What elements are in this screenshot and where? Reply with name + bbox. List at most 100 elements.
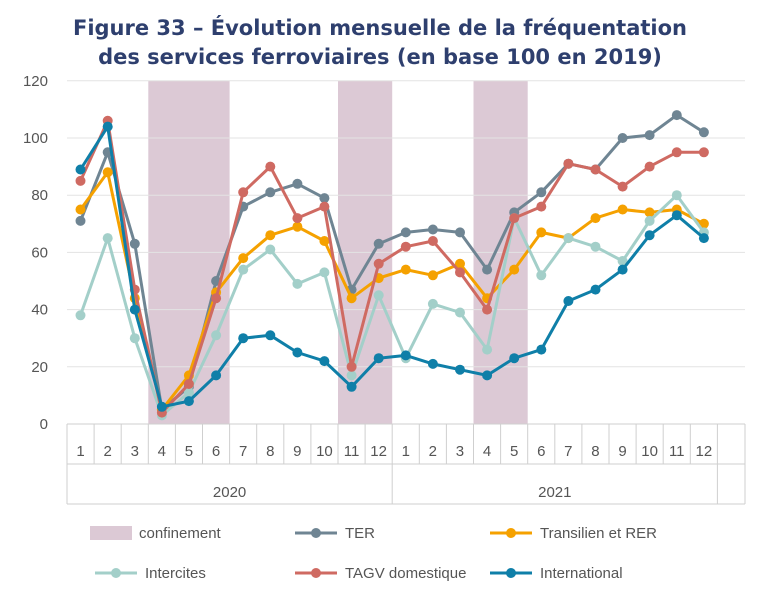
data-point-transilien-et-rer-18 <box>536 227 547 238</box>
data-point-tagv-domestique-11 <box>346 361 357 372</box>
legend-item-intercites: Intercites <box>95 565 206 582</box>
gridlines <box>67 80 745 368</box>
data-point-intercites-7 <box>238 264 249 275</box>
legend-item-confinement: confinement <box>90 525 222 542</box>
data-point-international-20 <box>590 284 601 295</box>
data-point-ter-23 <box>671 110 682 121</box>
x-tick-label-1: 1 <box>76 443 84 460</box>
data-point-international-4 <box>156 401 167 412</box>
data-point-transilien-et-rer-22 <box>644 207 655 218</box>
data-point-international-24 <box>698 233 709 244</box>
data-point-intercites-23 <box>671 190 682 201</box>
x-tick-label-16: 4 <box>483 443 491 460</box>
data-point-international-9 <box>292 347 303 358</box>
data-point-intercites-11 <box>346 370 357 381</box>
data-point-ter-18 <box>536 187 547 198</box>
data-point-tagv-domestique-15 <box>455 267 465 278</box>
x-tick-label-13: 1 <box>402 443 410 460</box>
data-point-international-2 <box>102 121 113 132</box>
data-point-intercites-15 <box>455 307 465 318</box>
x-tick-label-24: 12 <box>696 443 713 460</box>
y-tick-label-0: 0 <box>40 416 48 433</box>
data-point-international-15 <box>455 364 465 375</box>
data-point-ter-24 <box>698 127 709 138</box>
legend: confinement TER Transilien et RER Intercite… <box>90 525 657 582</box>
legend-label-transilien-et-rer: Transilien et RER <box>540 525 657 542</box>
data-point-tagv-domestique-23 <box>671 147 682 158</box>
data-point-transilien-et-rer-7 <box>238 253 249 264</box>
y-tick-label-40: 40 <box>31 302 48 319</box>
chart-title: Figure 33 – Évolution mensuelle de la fr… <box>40 14 720 72</box>
x-tick-label-23: 11 <box>669 443 685 460</box>
x-tick-label-2: 2 <box>103 443 111 460</box>
data-point-transilien-et-rer-14 <box>427 270 438 281</box>
data-point-international-1 <box>75 164 86 175</box>
data-point-transilien-et-rer-11 <box>346 293 357 304</box>
data-point-international-6 <box>211 370 222 381</box>
data-point-tagv-domestique-16 <box>482 304 493 315</box>
legend-item-transilien-et-rer: Transilien et RER <box>490 525 657 542</box>
data-point-transilien-et-rer-1 <box>75 204 86 215</box>
data-point-international-17 <box>509 353 520 364</box>
data-point-transilien-et-rer-17 <box>509 264 520 275</box>
data-point-intercites-19 <box>563 233 574 244</box>
series-line-tagv-domestique <box>79 119 706 415</box>
data-point-transilien-et-rer-13 <box>400 264 411 275</box>
data-point-intercites-6 <box>211 330 222 341</box>
legend-label-ter: TER <box>345 525 375 542</box>
legend-marker-ter <box>311 528 321 538</box>
data-point-ter-9 <box>292 178 303 189</box>
data-point-transilien-et-rer-8 <box>265 230 276 241</box>
data-point-ter-12 <box>373 238 384 249</box>
data-point-tagv-domestique-13 <box>400 241 411 252</box>
series-line-intercites <box>79 193 706 417</box>
x-tick-label-19: 7 <box>564 443 572 460</box>
data-point-intercites-1 <box>75 310 86 321</box>
data-point-ter-13 <box>400 227 411 238</box>
legend-marker-transilien-et-rer <box>506 528 516 538</box>
y-tick-label-120: 120 <box>23 73 48 90</box>
chart-title-line-1: Figure 33 – Évolution mensuelle de la fr… <box>72 16 688 40</box>
x-tick-label-20: 8 <box>591 443 599 460</box>
data-point-intercites-5 <box>183 387 194 398</box>
data-point-intercites-14 <box>427 298 438 309</box>
data-point-international-12 <box>373 353 384 364</box>
data-point-transilien-et-rer-2 <box>102 167 113 178</box>
data-point-tagv-domestique-7 <box>238 187 249 198</box>
series-group <box>75 110 709 421</box>
data-point-ter-16 <box>482 264 493 275</box>
x-tick-label-17: 5 <box>510 443 518 460</box>
data-point-international-22 <box>644 230 655 241</box>
data-point-tagv-domestique-22 <box>644 161 655 172</box>
x-tick-label-22: 10 <box>641 443 658 460</box>
data-point-international-3 <box>129 304 140 315</box>
data-point-tagv-domestique-17 <box>509 213 520 224</box>
x-tick-label-5: 5 <box>185 443 193 460</box>
x-tick-label-12: 12 <box>370 443 387 460</box>
legend-item-international: International <box>490 565 623 582</box>
x-tick-label-3: 3 <box>131 443 139 460</box>
y-tick-label-60: 60 <box>31 244 48 261</box>
data-point-tagv-domestique-24 <box>698 147 709 158</box>
data-point-intercites-22 <box>644 215 655 226</box>
x-tick-label-11: 11 <box>344 443 360 460</box>
data-point-tagv-domestique-12 <box>373 258 384 269</box>
y-tick-label-20: 20 <box>31 359 48 376</box>
y-tick-label-100: 100 <box>23 130 48 147</box>
x-tick-label-7: 7 <box>239 443 247 460</box>
data-point-tagv-domestique-9 <box>292 213 303 224</box>
data-point-tagv-domestique-18 <box>536 201 547 212</box>
x-tick-label-10: 10 <box>316 443 333 460</box>
data-point-international-10 <box>319 356 330 367</box>
data-point-ter-21 <box>617 133 628 143</box>
data-point-ter-15 <box>455 227 465 238</box>
data-point-tagv-domestique-14 <box>427 236 438 246</box>
year-label-2020: 2020 <box>213 484 246 501</box>
data-point-tagv-domestique-5 <box>183 379 194 389</box>
data-point-transilien-et-rer-15 <box>455 258 465 269</box>
data-point-intercites-10 <box>319 267 330 278</box>
legend-item-ter: TER <box>295 525 375 542</box>
legend-item-tagv-domestique: TAGV domestique <box>295 565 466 582</box>
data-point-tagv-domestique-10 <box>319 201 330 212</box>
